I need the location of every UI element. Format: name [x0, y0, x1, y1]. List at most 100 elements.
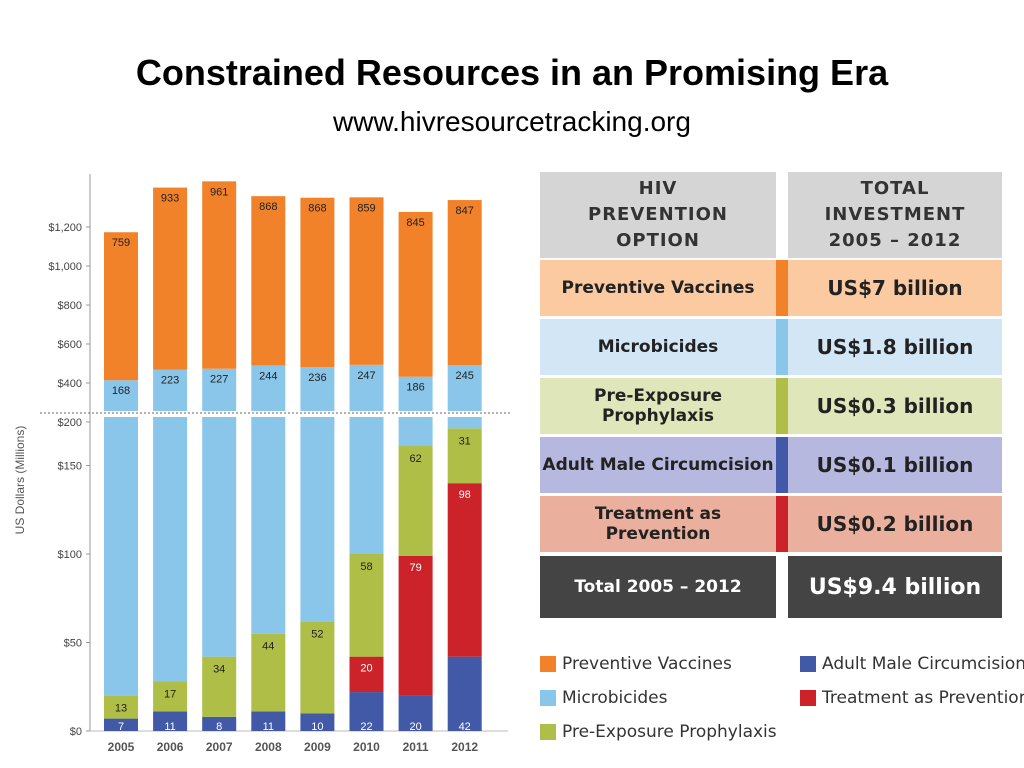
- legend-item: Pre-Exposure Prophylaxis: [540, 720, 777, 744]
- bar-segment-prep: [104, 695, 138, 719]
- table-row-prep: Pre-Exposure Prophylaxis US$0.3 billion: [540, 378, 1002, 434]
- data-label-vaccines: 859: [357, 202, 375, 214]
- legend-label: Adult Male Circumcision: [822, 654, 1024, 674]
- bar-segment-circumcision: [251, 711, 286, 731]
- row-label: Adult Male Circumcision: [540, 437, 776, 493]
- y-tick-label: $600: [58, 339, 82, 351]
- bar-segment-microbicides: [300, 417, 335, 622]
- x-tick-label: 2009: [304, 740, 331, 754]
- bar-segment-vaccines: [251, 196, 286, 366]
- legend-label: Pre-Exposure Prophylaxis: [562, 722, 777, 742]
- data-label-circumcision: 10: [311, 721, 323, 733]
- total-label: Total 2005 – 2012: [540, 556, 776, 618]
- row-accent: [776, 260, 788, 316]
- data-label-vaccines: 868: [259, 201, 277, 213]
- data-label-circumcision: 20: [409, 721, 421, 733]
- data-label-circumcision: 8: [216, 721, 222, 733]
- bar-segment-treatment: [447, 483, 482, 657]
- bar-segment-circumcision: [104, 718, 138, 731]
- legend-swatch: [540, 690, 556, 706]
- row-accent: [776, 496, 788, 552]
- header-divider: [776, 172, 788, 258]
- data-label-microbicides: 245: [456, 370, 474, 382]
- data-label-prep: 58: [360, 561, 372, 573]
- data-label-prep: 17: [164, 688, 176, 700]
- bar-segment-microbicides: [153, 369, 188, 411]
- y-tick-label: $800: [58, 300, 82, 312]
- bar-segment-microbicides: [447, 365, 482, 411]
- data-label-circumcision: 11: [263, 721, 274, 733]
- data-label-prep: 52: [311, 628, 323, 640]
- data-label-vaccines: 961: [210, 186, 228, 198]
- y-tick-label: $100: [58, 549, 82, 561]
- table-row-treatment: Treatment as Prevention US$0.2 billion: [540, 496, 1002, 552]
- row-label: Preventive Vaccines: [540, 260, 776, 316]
- bar-segment-microbicides: [153, 417, 188, 682]
- bar-segment-microbicides: [447, 417, 482, 429]
- data-label-circumcision: 11: [164, 721, 175, 733]
- row-value: US$1.8 billion: [788, 319, 1002, 375]
- bar-segment-circumcision: [300, 713, 335, 731]
- x-tick-label: 2012: [451, 740, 478, 754]
- y-tick-label: $400: [58, 378, 82, 390]
- bar-segment-treatment: [349, 656, 384, 693]
- legend-label: Preventive Vaccines: [562, 654, 732, 674]
- legend-swatch: [540, 724, 556, 740]
- legend-swatch: [800, 690, 816, 706]
- bar-segment-microbicides: [300, 366, 335, 411]
- legend-label: Treatment as Prevention*: [822, 688, 1024, 708]
- y-tick-label: $200: [58, 417, 82, 429]
- legend-item: Preventive Vaccines: [540, 652, 732, 676]
- row-accent: [776, 437, 788, 493]
- bar-segment-prep: [202, 656, 237, 717]
- row-value: US$0.2 billion: [788, 496, 1002, 552]
- legend-swatch: [800, 656, 816, 672]
- legend-item: Treatment as Prevention*: [800, 686, 1024, 710]
- bar-segment-microbicides: [104, 380, 138, 411]
- y-tick-label: $1,000: [48, 261, 82, 273]
- row-value: US$7 billion: [788, 260, 1002, 316]
- bar-segment-circumcision: [447, 656, 482, 731]
- table-header: HIV PREVENTION OPTION TOTAL INVESTMENT 2…: [540, 172, 1002, 258]
- row-value: US$0.3 billion: [788, 378, 1002, 434]
- bar-segment-prep: [251, 633, 286, 712]
- data-label-microbicides: 168: [112, 385, 130, 397]
- bar-segment-vaccines: [300, 197, 335, 367]
- row-label: Microbicides: [540, 319, 776, 375]
- data-label-treatment: 79: [409, 562, 421, 574]
- bar-segment-prep: [153, 681, 188, 712]
- bar-segment-prep: [447, 428, 482, 484]
- data-label-vaccines: 933: [161, 193, 179, 205]
- row-accent: [776, 378, 788, 434]
- row-label: Treatment as Prevention: [540, 496, 776, 552]
- legend-label: Microbicides: [562, 688, 668, 708]
- data-label-treatment: 98: [459, 489, 471, 501]
- table-row-total: Total 2005 – 2012 US$9.4 billion: [540, 556, 1002, 618]
- bar-segment-microbicides: [349, 364, 384, 411]
- data-label-vaccines: 845: [406, 217, 424, 229]
- bar-segment-circumcision: [349, 692, 384, 731]
- data-label-prep: 34: [213, 664, 225, 676]
- legend-item: Adult Male Circumcision: [800, 652, 1024, 676]
- x-tick-label: 2005: [108, 740, 135, 754]
- y-tick-label: $1,200: [48, 222, 82, 234]
- bar-segment-vaccines: [349, 197, 384, 365]
- data-label-prep: 13: [115, 703, 127, 715]
- row-value: US$0.1 billion: [788, 437, 1002, 493]
- total-value: US$9.4 billion: [788, 556, 1002, 618]
- header-prevention-option: HIV PREVENTION OPTION: [540, 172, 776, 258]
- bar-segment-vaccines: [398, 211, 433, 377]
- legend-swatch: [540, 656, 556, 672]
- bar-segment-vaccines: [447, 200, 482, 366]
- bar-segment-vaccines: [104, 232, 138, 381]
- data-label-vaccines: 759: [112, 237, 130, 249]
- data-label-prep: 62: [409, 453, 421, 465]
- y-axis-label: US Dollars (Millions): [13, 426, 27, 535]
- stacked-bar-chart: $1,200 $1,000 $800 $600 $400 $200 $150 $100 $50 $…: [13, 174, 510, 754]
- bar-segment-microbicides: [251, 417, 286, 634]
- bar-segment-microbicides: [398, 376, 433, 411]
- bar-segment-vaccines: [202, 181, 237, 369]
- bar-segment-prep: [300, 621, 335, 714]
- header-total-investment: TOTAL INVESTMENT 2005 – 2012: [788, 172, 1002, 258]
- table-row-circumcision: Adult Male Circumcision US$0.1 billion: [540, 437, 1002, 493]
